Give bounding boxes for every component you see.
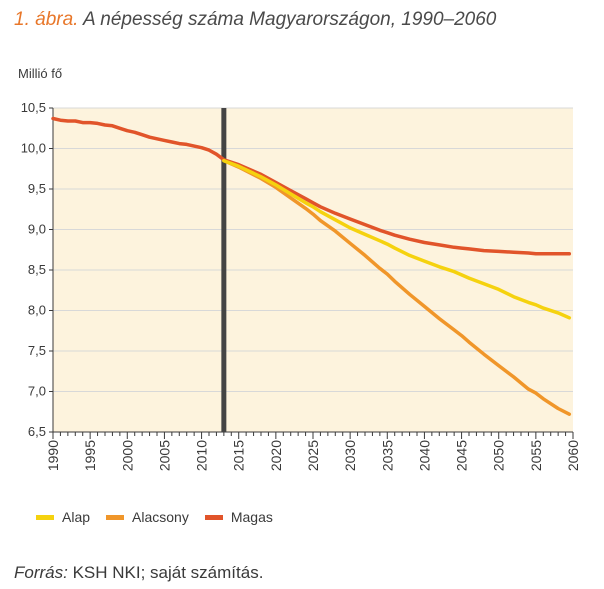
x-tick-label: 2015 [231,440,247,471]
y-tick-label: 10,5 [21,100,46,115]
legend-item-alacsony: Alacsony [106,509,189,525]
series-line-magas [51,116,572,256]
figure-title: 1. ábra. A népesség száma Magyarországon… [14,9,496,31]
y-tick-label: 6,5 [28,424,46,439]
y-tick-label: 7,5 [28,343,46,358]
y-tick-label: 8,0 [28,303,46,318]
x-tick-label: 2030 [342,440,358,471]
source-note: Forrás: KSH NKI; saját számítás. [14,563,263,583]
figure-title-text: A népesség száma Magyarországon, 1990–20… [83,9,497,30]
legend-label-magas: Magas [230,509,273,525]
x-tick-label: 1995 [82,440,98,471]
source-text: KSH NKI; saját számítás. [72,563,264,582]
x-tick-label: 2040 [416,440,432,471]
series-line-alap [222,158,572,320]
legend-swatch-magas [204,514,223,520]
y-tick-label: 8,5 [28,262,46,277]
x-tick-label: 2055 [528,440,544,471]
legend-label-alap: Alap [62,509,91,525]
legend-item-magas: Magas [204,509,273,525]
x-tick-label: 2025 [305,440,321,471]
y-tick-label: 9,0 [28,222,46,237]
source-label: Forrás: [14,563,68,582]
x-tick-label: 2005 [156,440,172,471]
series-line-alacsony [222,158,572,416]
x-tick-label: 2000 [119,440,135,471]
x-tick-label: 2045 [454,440,470,471]
x-tick-label: 1990 [45,440,61,471]
chart-legend: Alap Alacsony Magas [36,509,289,525]
legend-swatch-alacsony [106,514,125,520]
x-tick-label: 2050 [491,440,507,471]
x-tick-label: 2010 [194,440,210,471]
legend-swatch-alap [36,514,54,520]
x-tick-label: 2020 [268,440,284,471]
x-tick-label: 2035 [379,440,395,471]
figure-number: 1. ábra. [14,9,79,30]
legend-item-alap: Alap [36,509,90,525]
y-tick-label: 10,0 [21,141,46,156]
legend-label-alacsony: Alacsony [132,509,189,525]
y-axis-label: Millió fő [18,66,63,81]
y-tick-label: 9,5 [28,181,46,196]
x-tick-label: 2060 [565,440,581,471]
y-tick-label: 7,0 [28,384,46,399]
